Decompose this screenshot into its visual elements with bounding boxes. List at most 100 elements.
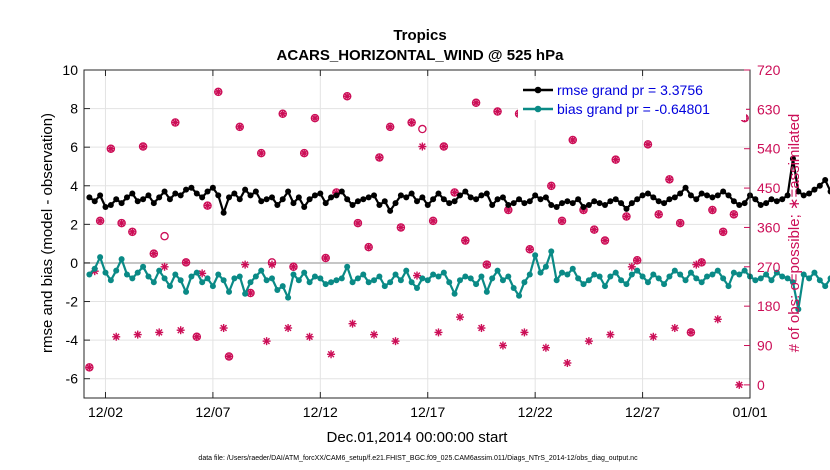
rmse-point — [435, 190, 442, 197]
obs-assimilated-point — [649, 332, 658, 341]
rmse-point — [242, 186, 249, 193]
bias-point — [827, 275, 830, 282]
rmse-point — [822, 176, 829, 183]
rmse-point — [172, 190, 179, 197]
rmse-point — [521, 200, 528, 207]
bias-point — [752, 277, 759, 284]
obs-assimilated-point — [289, 262, 298, 271]
bias-point — [720, 275, 727, 282]
rmse-point — [419, 194, 426, 201]
bias-point — [236, 273, 243, 280]
bias-point — [86, 271, 93, 278]
bias-point — [204, 275, 211, 282]
obs-assimilated-point — [348, 319, 357, 328]
rmse-point — [741, 200, 748, 207]
bias-point — [317, 275, 324, 282]
bias-point — [542, 263, 549, 270]
rmse-point — [408, 190, 415, 197]
bias-point — [371, 277, 378, 284]
rmse-point — [687, 192, 694, 199]
rmse-point — [204, 188, 211, 195]
rmse-point — [113, 196, 120, 203]
obs-assimilated-point — [176, 326, 185, 335]
x-axis-label: Dec.01,2014 00:00:00 start — [327, 429, 509, 446]
bias-point — [193, 269, 200, 276]
x-tick-label: 01/01 — [732, 404, 767, 420]
rmse-point — [564, 198, 571, 205]
rmse-point — [526, 198, 533, 205]
bias-point — [145, 273, 152, 280]
y-tick-label: -6 — [66, 371, 79, 387]
obs-assimilated-point — [627, 262, 636, 271]
bias-point — [177, 277, 184, 284]
rmse-point — [295, 194, 302, 201]
bias-point — [161, 275, 168, 282]
obs-assimilated-point — [310, 114, 319, 123]
y2-tick-label: 540 — [757, 141, 781, 157]
rmse-point — [537, 196, 544, 203]
legend-box — [518, 80, 746, 120]
rmse-point — [655, 198, 662, 205]
rmse-point — [494, 196, 501, 203]
y2-tick-label: 360 — [757, 219, 781, 235]
obs-assimilated-point — [584, 337, 593, 346]
rmse-point — [601, 202, 608, 209]
rmse-point — [392, 200, 399, 207]
bias-point — [789, 279, 796, 286]
y2-tick-label: 450 — [757, 180, 781, 196]
rmse-point — [440, 196, 447, 203]
bias-point — [268, 275, 275, 282]
rmse-point — [150, 200, 157, 207]
bias-point — [704, 273, 711, 280]
bias-point — [301, 269, 308, 276]
obs-assimilated-point — [133, 330, 142, 339]
bias-point — [666, 273, 673, 280]
y2-tick-label: 270 — [757, 259, 781, 275]
rmse-point — [226, 194, 233, 201]
obs-assimilated-point — [386, 122, 395, 131]
rmse-point — [784, 192, 791, 199]
obs-assimilated-point — [686, 328, 695, 337]
rmse-point — [827, 188, 830, 195]
y2-axis-label: # of obs: o=possible; ∗=assimilated — [786, 114, 803, 353]
bias-point — [102, 269, 109, 276]
bias-point — [564, 271, 571, 278]
obs-assimilated-point — [198, 269, 207, 278]
obs-assimilated-point — [391, 337, 400, 346]
rmse-point — [161, 188, 168, 195]
rmse-point — [553, 203, 560, 210]
bias-point — [623, 281, 630, 288]
bias-point — [510, 285, 517, 292]
rmse-point — [483, 190, 490, 197]
rmse-point — [618, 200, 625, 207]
rmse-point — [720, 188, 727, 195]
bias-point — [628, 271, 635, 278]
x-tick-label: 12/22 — [518, 404, 553, 420]
bias-point — [591, 271, 598, 278]
rmse-point — [311, 192, 318, 199]
rmse-point — [344, 196, 351, 203]
obs-assimilated-point — [267, 260, 276, 269]
bias-point — [730, 269, 737, 276]
bias-point — [376, 273, 383, 280]
bias-point — [596, 273, 603, 280]
obs-assimilated-point — [434, 328, 443, 337]
rmse-point — [693, 196, 700, 203]
rmse-point — [489, 202, 496, 209]
rmse-point — [338, 188, 345, 195]
bias-point — [344, 263, 351, 270]
bias-point — [166, 283, 173, 290]
rmse-point — [682, 184, 689, 191]
bias-point — [757, 275, 764, 282]
bias-point — [338, 275, 345, 282]
bias-point — [279, 283, 286, 290]
obs-assimilated-point — [482, 260, 491, 269]
rmse-point — [123, 194, 130, 201]
bias-point — [526, 271, 533, 278]
rmse-point — [456, 192, 463, 199]
obs-assimilated-point — [364, 243, 373, 252]
bias-point — [252, 273, 259, 280]
bias-point — [499, 277, 506, 284]
bias-point — [408, 279, 415, 286]
